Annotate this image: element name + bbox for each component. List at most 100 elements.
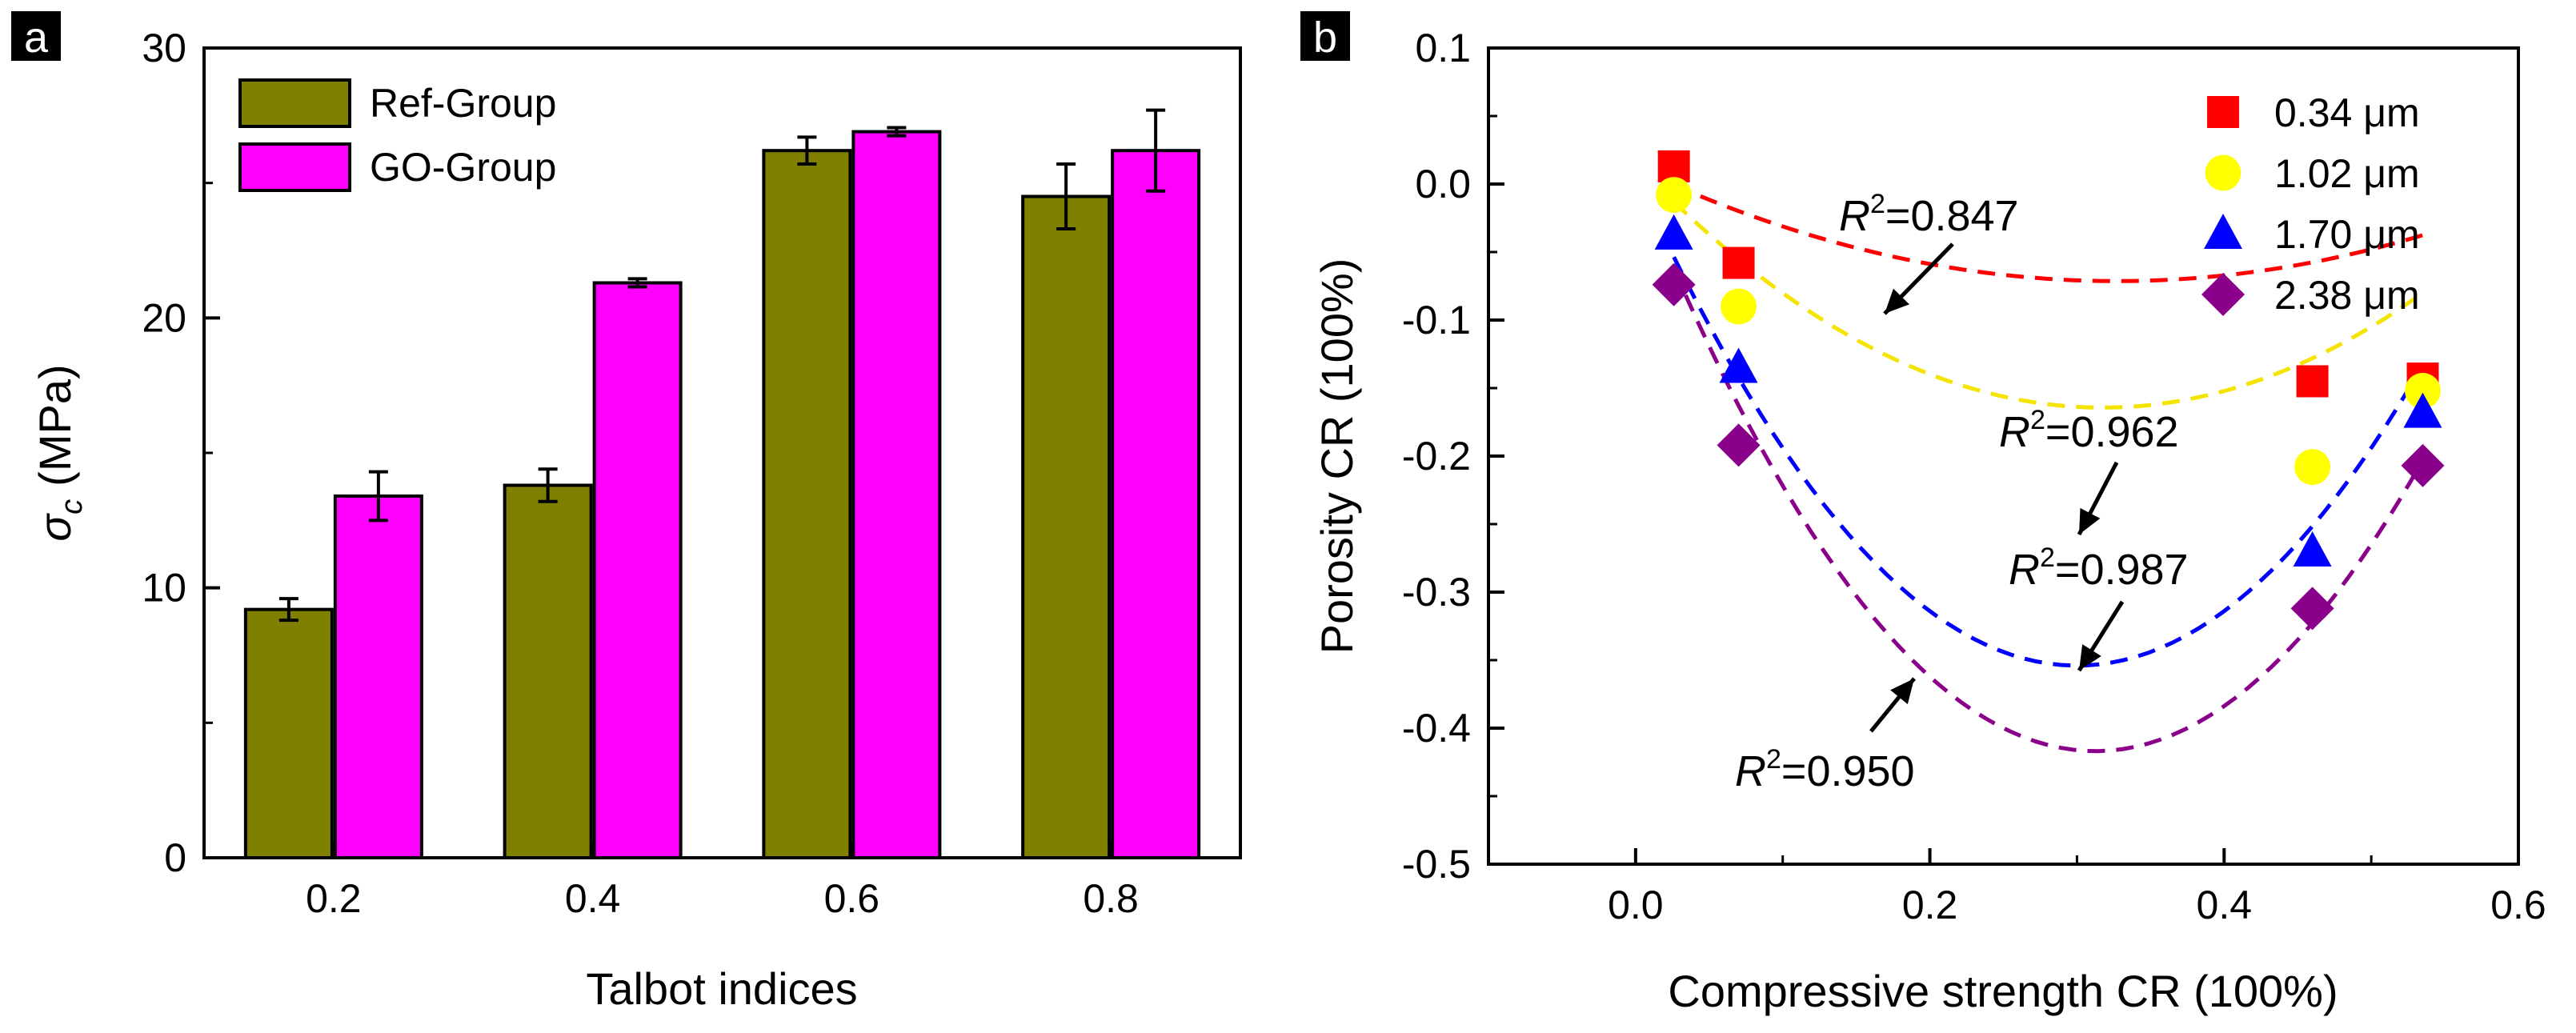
a-x-axis-label: Talbot indices bbox=[586, 963, 857, 1014]
fit-curve-1.02 bbox=[1672, 200, 2424, 410]
r2-superscript: 2 bbox=[2030, 405, 2045, 435]
b-legend: 0.34 μm 1.02 μm 1.70 μm 2.38 μm bbox=[2201, 90, 2420, 318]
point-1.70 bbox=[2293, 531, 2332, 567]
legend-swatch-ref-group bbox=[238, 78, 351, 128]
panel-b: b 0.10.0-0.1-0.2-0.3-0.4-0.5 0.0 0.2 0.4 0.… bbox=[1300, 11, 2546, 1016]
r2-label-1.02: R2=0.962 bbox=[1999, 405, 2179, 456]
legend-label: 1.70 μm bbox=[2274, 212, 2420, 257]
point-0.34 bbox=[2296, 365, 2329, 398]
fit-curve-2.38 bbox=[1672, 267, 2425, 754]
legend-label: Ref-Group bbox=[370, 81, 556, 126]
b-x-axis-label: Compressive strength CR (100%) bbox=[1668, 966, 2338, 1016]
legend-marker-0.34 bbox=[2207, 96, 2239, 128]
point-1.70 bbox=[1719, 347, 1758, 383]
r2-arrow-head bbox=[2079, 644, 2101, 671]
r2-value: =0.847 bbox=[1885, 192, 2019, 240]
panel-b-label-bg bbox=[1300, 11, 1350, 61]
point-2.38 bbox=[2290, 587, 2334, 631]
b-y-tick-label: 0.1 bbox=[1415, 26, 1471, 70]
b-y-tick-label: -0.2 bbox=[1402, 434, 1471, 478]
r2-symbol: R bbox=[1999, 408, 2030, 456]
b-y-tick-label: 0.0 bbox=[1415, 162, 1471, 206]
r2-value: =0.962 bbox=[2045, 408, 2179, 456]
a-y-axis: 0 10 20 30 bbox=[142, 26, 220, 880]
legend-label: 0.34 μm bbox=[2274, 90, 2420, 135]
r2-arrow-head bbox=[1885, 288, 1909, 314]
a-x-tick-label: 0.2 bbox=[306, 876, 362, 921]
b-y-axis-label: Porosity CR (100%) bbox=[1312, 258, 1362, 655]
a-y-symbol: σ bbox=[30, 513, 80, 542]
r2-arrow-head bbox=[2079, 507, 2101, 535]
bar-ref-group-0.2 bbox=[243, 607, 334, 859]
r2-value: =0.987 bbox=[2055, 546, 2189, 594]
b-y-tick-label: -0.3 bbox=[1402, 570, 1471, 615]
fit-curve-0.34 bbox=[1673, 182, 2424, 283]
b-x-tick-label: 0.4 bbox=[2197, 883, 2253, 927]
r2-superscript: 2 bbox=[1870, 189, 1885, 219]
bar-go-group-0.8 bbox=[1111, 149, 1201, 860]
a-x-tick-label: 0.8 bbox=[1083, 876, 1139, 921]
point-1.70 bbox=[2403, 392, 2442, 428]
point-1.02 bbox=[2405, 373, 2441, 409]
b-x-tick-label: 0.0 bbox=[1608, 883, 1664, 927]
a-y-subscript: c bbox=[55, 499, 89, 514]
panel-a-label-bg bbox=[11, 11, 61, 61]
b-fit-curves bbox=[1672, 182, 2425, 754]
bar-go-group-0.2 bbox=[333, 494, 423, 859]
bar-ref-group-0.4 bbox=[503, 483, 593, 859]
bar-go-group-0.6 bbox=[851, 130, 942, 860]
legend-marker-2.38 bbox=[2201, 273, 2245, 316]
r2-symbol: R bbox=[2009, 546, 2040, 594]
r2-label-0.34: R2=0.847 bbox=[1839, 189, 2019, 240]
point-1.70 bbox=[1654, 214, 1693, 250]
a-y-tick-label: 30 bbox=[142, 26, 186, 70]
r2-label-1.70: R2=0.987 bbox=[2009, 543, 2189, 594]
b-points bbox=[1652, 150, 2445, 631]
a-x-tick-label: 0.6 bbox=[824, 876, 880, 921]
point-2.38 bbox=[2401, 443, 2445, 487]
r2-symbol: R bbox=[1735, 747, 1766, 795]
b-y-tick-label: -0.5 bbox=[1402, 842, 1471, 887]
legend-label: 2.38 μm bbox=[2274, 273, 2420, 318]
b-x-axis: 0.0 0.2 0.4 0.6 bbox=[1487, 848, 2546, 927]
a-y-tick-label: 0 bbox=[164, 835, 186, 880]
bar-go-group-0.4 bbox=[592, 281, 683, 860]
legend-label: 1.02 μm bbox=[2274, 151, 2420, 196]
r2-superscript: 2 bbox=[2040, 543, 2055, 573]
a-bars bbox=[243, 108, 1201, 860]
a-legend: Ref-Group GO-Group bbox=[238, 78, 556, 192]
panel-a-label: a bbox=[24, 14, 49, 62]
b-y-tick-label: -0.4 bbox=[1402, 706, 1471, 751]
panel-b-label: b bbox=[1313, 14, 1337, 62]
point-1.02 bbox=[1656, 177, 1693, 213]
r2-superscript: 2 bbox=[1766, 744, 1781, 775]
legend-label: GO-Group bbox=[370, 145, 556, 190]
point-2.38 bbox=[1717, 423, 1761, 467]
bar-ref-group-0.8 bbox=[1021, 194, 1112, 860]
point-1.02 bbox=[1721, 288, 1757, 325]
r2-symbol: R bbox=[1839, 192, 1870, 240]
point-1.02 bbox=[2294, 449, 2331, 485]
b-x-tick-label: 0.2 bbox=[1902, 883, 1958, 927]
r2-value: =0.950 bbox=[1781, 747, 1915, 795]
a-y-axis-label: σc (MPa) bbox=[30, 364, 89, 541]
point-2.38 bbox=[1652, 262, 1696, 306]
b-y-tick-label: -0.1 bbox=[1402, 298, 1471, 342]
point-0.34 bbox=[1722, 246, 1755, 279]
b-y-axis: 0.1 0.0 -0.1 -0.2 -0.3 -0.4 -0.5 bbox=[1402, 26, 1504, 887]
a-x-tick-label: 0.4 bbox=[565, 876, 621, 921]
a-y-unit: (MPa) bbox=[30, 364, 80, 486]
b-x-tick-label: 0.6 bbox=[2490, 883, 2546, 927]
bar-ref-group-0.6 bbox=[762, 149, 852, 860]
a-y-tick-label: 20 bbox=[142, 295, 186, 340]
legend-marker-1.02 bbox=[2205, 154, 2241, 191]
a-x-axis: 0.2 0.4 0.6 0.8 bbox=[306, 842, 1139, 921]
fit-curve-1.70 bbox=[1672, 256, 2425, 668]
a-y-tick-label: 10 bbox=[142, 566, 186, 611]
legend-marker-1.70 bbox=[2204, 214, 2242, 249]
legend-swatch-go-group bbox=[238, 142, 351, 192]
panel-a: a 0 10 20 30 0.2 0.4 0.6 0.8 Ref-Group GO-Group… bbox=[11, 11, 1242, 1014]
r2-label-2.38: R2=0.950 bbox=[1735, 744, 1915, 795]
